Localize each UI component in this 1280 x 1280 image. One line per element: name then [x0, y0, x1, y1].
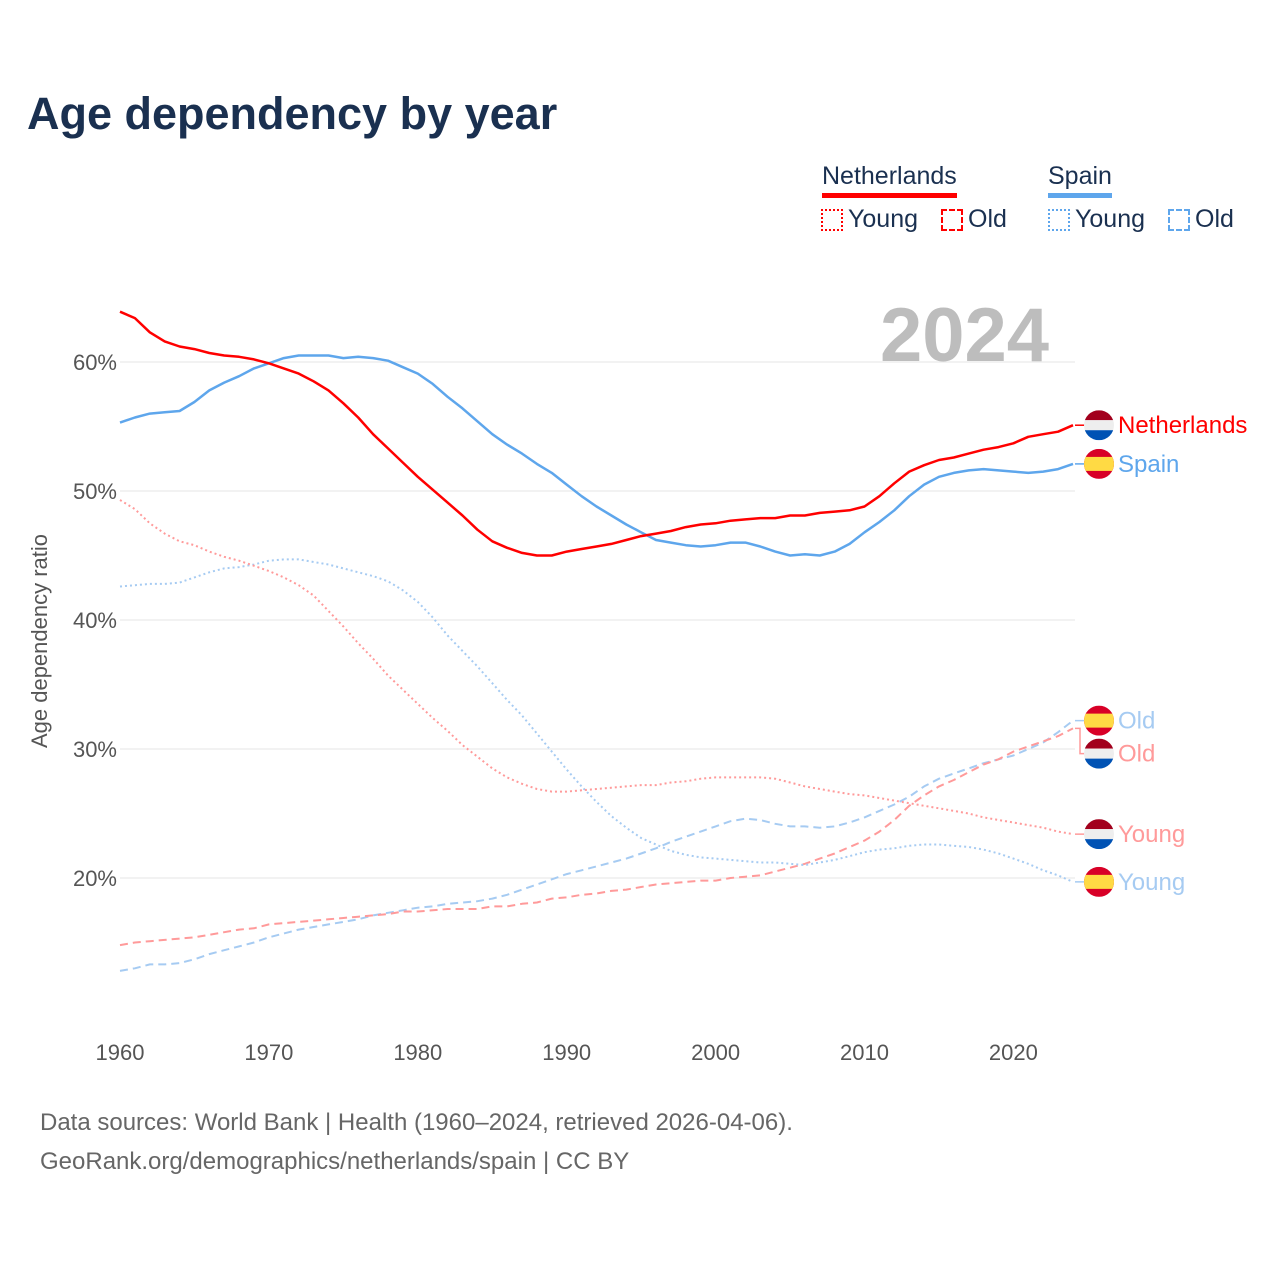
- dashed-swatch-icon: [1168, 208, 1190, 231]
- x-tick-label: 2000: [691, 1040, 740, 1065]
- series-line-spain: [119, 354, 1074, 557]
- chart-title: Age dependency by year: [27, 88, 558, 139]
- flag-es-icon: [1084, 866, 1114, 897]
- series-line-spain-young: [119, 558, 1074, 883]
- end-label: Old: [1118, 741, 1155, 768]
- flag-nl-icon: [1084, 738, 1114, 769]
- y-tick-label: 60%: [73, 350, 117, 375]
- legend-label: Old: [1195, 205, 1234, 233]
- y-tick-label: 20%: [73, 866, 117, 891]
- flag-es-icon: [1084, 705, 1114, 736]
- legend-netherlands: Netherlands: [822, 162, 957, 198]
- end-label: Old: [1118, 708, 1155, 735]
- dashed-swatch-icon: [941, 208, 963, 231]
- end-label: Spain: [1118, 451, 1179, 478]
- legend-spain-young: Young: [1048, 205, 1145, 234]
- flag-nl-icon: [1084, 410, 1114, 441]
- end-label: Young: [1118, 869, 1185, 896]
- series-line-netherlands-young: [119, 499, 1074, 836]
- y-tick-label: 40%: [73, 608, 117, 633]
- x-tick-label: 2010: [840, 1040, 889, 1065]
- y-tick-label: 30%: [73, 737, 117, 762]
- flag-es-icon: [1084, 448, 1114, 479]
- series-line-netherlands-old: [119, 727, 1074, 947]
- legend-spain: Spain: [1048, 162, 1112, 198]
- end-label: Young: [1118, 821, 1185, 848]
- y-tick-label: 50%: [73, 479, 117, 504]
- legend-label: Old: [968, 205, 1007, 233]
- flag-nl-icon: [1084, 819, 1114, 850]
- legend-netherlands-young: Young: [821, 205, 918, 234]
- label-connector: [1075, 727, 1085, 755]
- series-line-netherlands: [119, 310, 1074, 557]
- year-badge: 2024: [880, 293, 1050, 378]
- footer-link[interactable]: GeoRank.org/demographics/netherlands/spa…: [40, 1148, 630, 1175]
- legend-netherlands-old: Old: [941, 205, 1007, 234]
- legend-label: Young: [848, 205, 918, 233]
- dotted-swatch-icon: [821, 208, 843, 231]
- end-label: Netherlands: [1118, 412, 1247, 439]
- x-tick-label: 1980: [393, 1040, 442, 1065]
- series-line-spain-old: [119, 719, 1074, 972]
- x-tick-label: 2020: [989, 1040, 1038, 1065]
- legend-spain-old: Old: [1168, 205, 1234, 234]
- legend-label: Young: [1075, 205, 1145, 233]
- x-tick-label: 1970: [244, 1040, 293, 1065]
- x-tick-label: 1960: [96, 1040, 145, 1065]
- dotted-swatch-icon: [1048, 208, 1070, 231]
- footer-sources: Data sources: World Bank | Health (1960–…: [40, 1109, 793, 1136]
- x-tick-label: 1990: [542, 1040, 591, 1065]
